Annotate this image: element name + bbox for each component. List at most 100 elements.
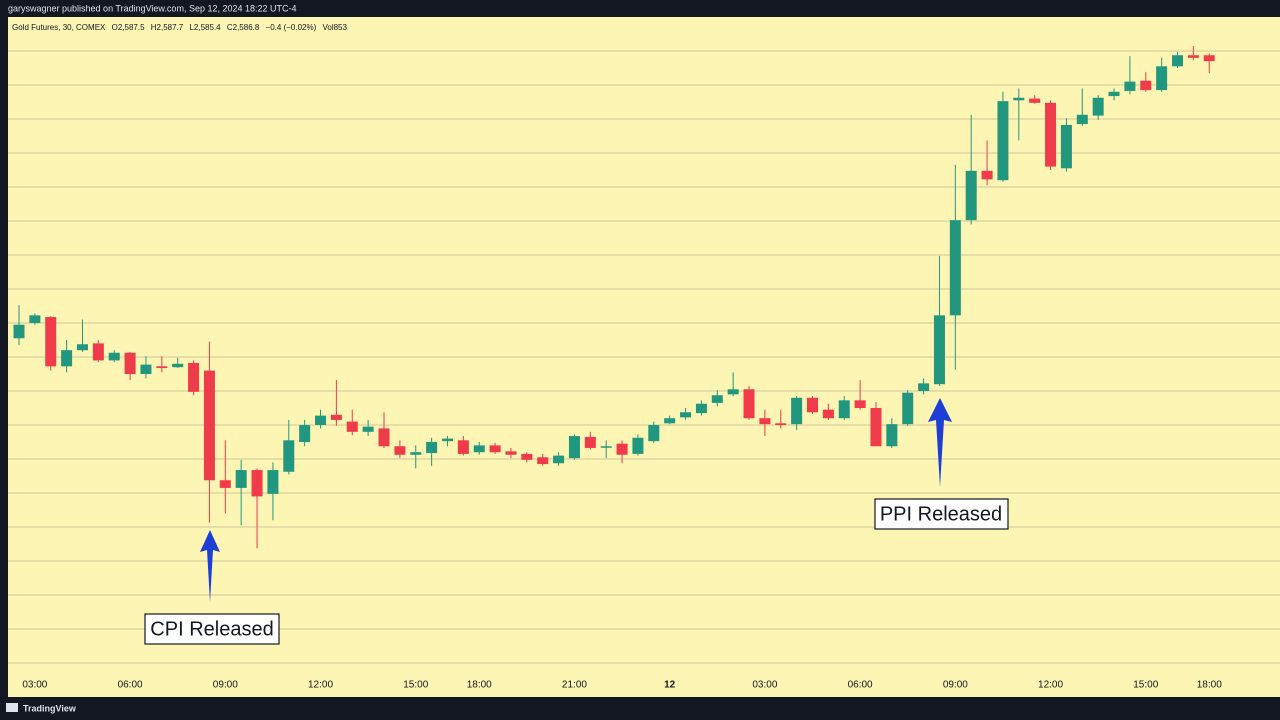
candle-body	[315, 415, 327, 425]
candle-body	[822, 409, 834, 419]
candle-body	[1156, 66, 1168, 91]
x-tick-label: 09:00	[943, 680, 968, 691]
x-tick-label: 09:00	[213, 680, 238, 691]
candle-body	[680, 412, 692, 418]
candle-body	[235, 470, 247, 488]
candle-body	[1076, 114, 1088, 125]
candle-body	[76, 344, 88, 351]
candle-body	[521, 453, 533, 460]
candle-body	[553, 455, 565, 464]
candle-body	[394, 446, 406, 455]
candle-body	[1029, 98, 1041, 103]
candle-body	[1203, 55, 1215, 62]
x-tick-label: 15:00	[1133, 680, 1158, 691]
candle-body	[870, 408, 882, 447]
candle-body	[283, 440, 295, 472]
candle-body	[188, 362, 200, 392]
candle-body	[441, 438, 453, 442]
candle-body	[568, 436, 580, 459]
candle-body	[362, 426, 374, 432]
candle-body	[997, 101, 1009, 181]
candle-body	[854, 400, 866, 408]
open: O2,587.5	[112, 23, 145, 32]
arrow	[200, 530, 220, 602]
candle-body	[505, 451, 517, 455]
candle-body	[1124, 81, 1136, 91]
x-tick-label: 15:00	[403, 680, 428, 691]
symbol: Gold Futures, 30, COMEX	[12, 23, 106, 32]
candle-body	[378, 428, 390, 447]
candle-body	[759, 418, 771, 425]
candle-body	[600, 446, 612, 448]
candle-body	[473, 445, 485, 453]
x-tick-label: 03:00	[22, 680, 47, 691]
candle-body	[616, 443, 628, 455]
candle-body	[902, 392, 914, 425]
candle-body	[981, 170, 993, 180]
candle-body	[156, 366, 168, 369]
candle-body	[489, 445, 501, 453]
candle-body	[1140, 80, 1152, 91]
x-tick-label: 18:00	[467, 680, 492, 691]
candle-body	[1172, 55, 1184, 67]
candle-body	[108, 352, 120, 361]
candle-body	[807, 397, 818, 413]
candle-body	[13, 324, 25, 339]
annotation: PPI Released	[880, 503, 1002, 525]
x-tick-label: 12:00	[1038, 680, 1063, 691]
symbol-legend: Gold Futures, 30, COMEX O2,587.5 H2,587.…	[12, 23, 348, 32]
candle-body	[267, 470, 279, 494]
candle-body	[426, 442, 438, 454]
candle-body	[61, 350, 73, 367]
candle-body	[1108, 91, 1120, 97]
candle-body	[918, 383, 930, 391]
candle-body	[29, 315, 41, 323]
candle-body	[1187, 55, 1199, 58]
candle-body	[711, 395, 723, 403]
candle-body	[45, 317, 57, 367]
publisher: garyswagner published on TradingView.com…	[8, 3, 297, 13]
candle-body	[1060, 124, 1072, 169]
candle-body	[346, 421, 358, 432]
candle-body	[727, 389, 739, 395]
candle-body	[584, 436, 596, 448]
arrow	[928, 398, 952, 487]
x-tick-label: 21:00	[562, 680, 587, 691]
candle-body	[219, 480, 231, 488]
candle-body	[949, 220, 961, 316]
low: L2,585.4	[189, 23, 221, 32]
candle-body	[251, 470, 263, 497]
candle-body	[965, 170, 977, 221]
candle-body	[791, 397, 803, 425]
candle-body	[457, 440, 469, 454]
candle-body	[695, 403, 707, 414]
candle-body	[1092, 97, 1104, 116]
candle-body	[330, 414, 342, 420]
candle-body	[886, 424, 898, 447]
candle-body	[664, 418, 676, 424]
high: H2,587.7	[151, 23, 184, 32]
candle-body	[203, 370, 215, 481]
brand: TradingView	[23, 703, 77, 713]
candle-body	[140, 364, 152, 374]
close: C2,586.8	[227, 23, 260, 32]
candle-body	[124, 352, 136, 374]
x-tick-label: 06:00	[118, 680, 143, 691]
x-tick-label: 12	[664, 680, 676, 691]
brand-logo	[6, 703, 18, 712]
volume: Vol853	[322, 23, 347, 32]
candle-body	[1045, 102, 1057, 167]
x-tick-label: 18:00	[1197, 680, 1222, 691]
candle-body	[743, 389, 755, 419]
candle-body	[537, 457, 549, 465]
candle-body	[632, 437, 644, 454]
x-tick-label: 06:00	[848, 680, 873, 691]
candle-body	[775, 423, 787, 425]
annotation-box	[874, 498, 1009, 530]
candle-body	[933, 315, 945, 385]
change: −0.4 (−0.02%)	[266, 23, 317, 32]
x-tick-label: 03:00	[752, 680, 777, 691]
candle-body	[299, 425, 311, 442]
